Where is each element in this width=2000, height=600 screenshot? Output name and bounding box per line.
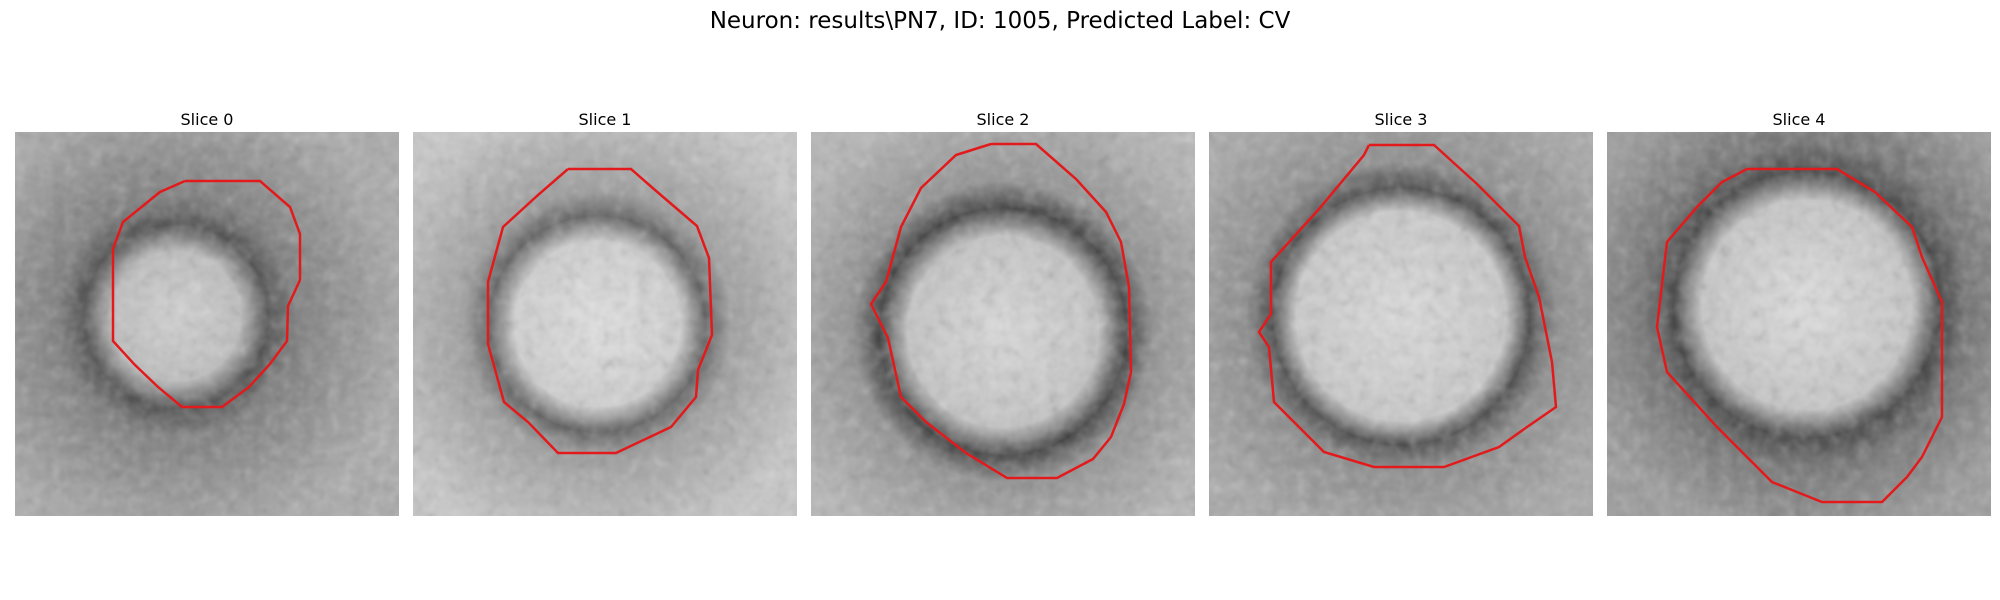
slice-texture xyxy=(811,132,1195,516)
slice-title: Slice 1 xyxy=(578,110,632,129)
slice-panel-0: Slice 0 xyxy=(15,110,399,516)
slice-panel-2: Slice 2 xyxy=(811,110,1195,516)
slice-texture xyxy=(1209,132,1593,516)
contour-line xyxy=(1655,167,1944,504)
slice-image-4 xyxy=(1607,132,1991,516)
contour-line xyxy=(1257,143,1558,469)
slice-image-1 xyxy=(413,132,797,516)
slice-title: Slice 4 xyxy=(1772,110,1826,129)
figure-title: Neuron: results\PN7, ID: 1005, Predicted… xyxy=(709,8,1291,34)
contour-line xyxy=(111,179,302,409)
slice-title: Slice 3 xyxy=(1374,110,1428,129)
slice-image-2 xyxy=(811,132,1195,516)
slice-image-0 xyxy=(15,132,399,516)
slice-title: Slice 2 xyxy=(976,110,1030,129)
slice-texture xyxy=(15,132,399,516)
slice-texture xyxy=(1607,132,1991,516)
contour-line xyxy=(486,167,714,455)
slice-panel-4: Slice 4 xyxy=(1607,110,1991,516)
slice-panel-3: Slice 3 xyxy=(1209,110,1593,516)
slice-panel-1: Slice 1 xyxy=(413,110,797,516)
slice-image-3 xyxy=(1209,132,1593,516)
slice-texture xyxy=(413,132,797,516)
contour-line xyxy=(869,142,1133,480)
slice-title: Slice 0 xyxy=(180,110,234,129)
